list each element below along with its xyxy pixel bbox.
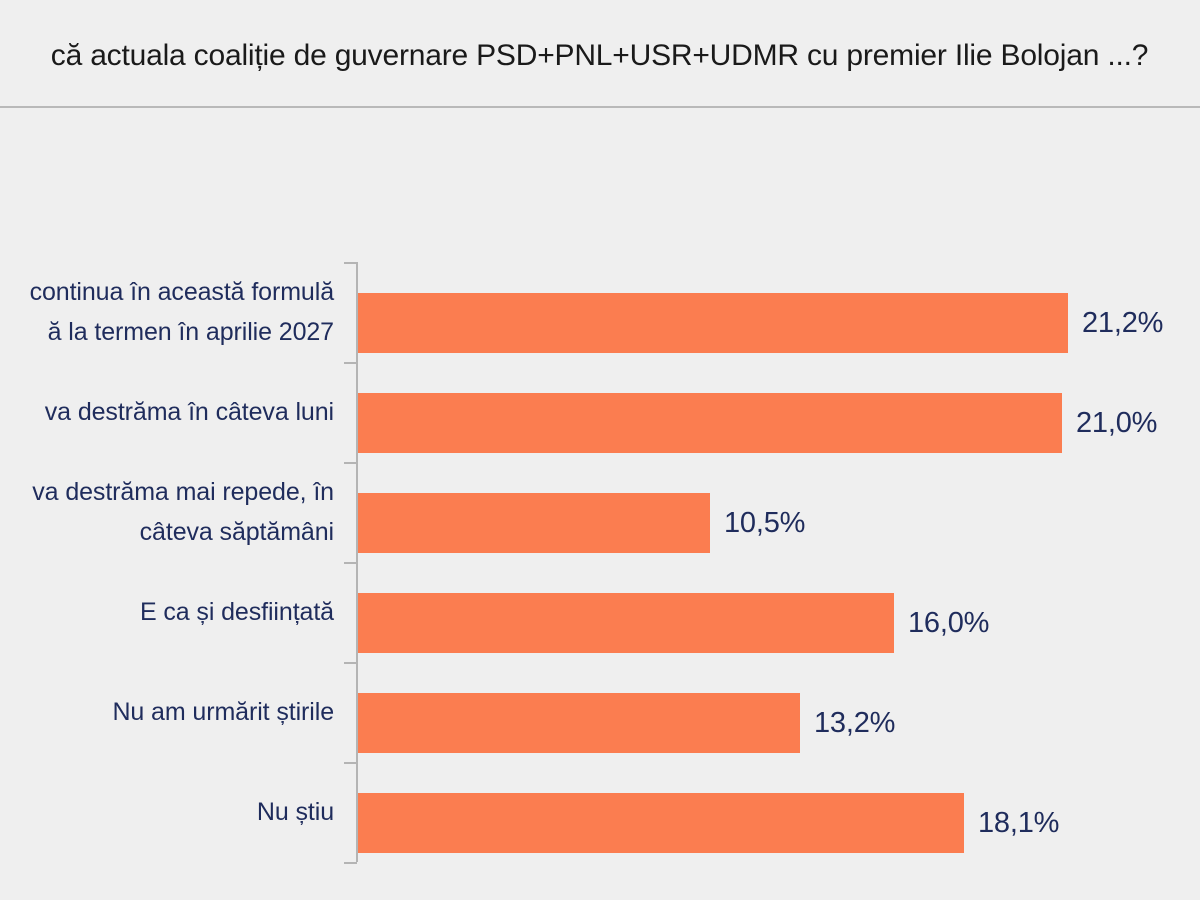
- category-label: va destrăma în câteva luni: [44, 398, 334, 426]
- table-row: Nu știu 18,1%: [0, 762, 1200, 862]
- axis-tick: [344, 762, 357, 764]
- category-label: va destrăma mai repede, în câteva săptăm…: [32, 478, 334, 546]
- chart-header: că actuala coaliție de guvernare PSD+PNL…: [0, 0, 1200, 108]
- bar-value-label: 13,2%: [814, 706, 896, 739]
- bar-value-label: 10,5%: [724, 506, 806, 539]
- table-row: continua în această formulă ă la termen …: [0, 262, 1200, 362]
- category-label: Nu am urmărit știrile: [112, 698, 334, 726]
- table-row: Nu am urmărit știrile 13,2%: [0, 662, 1200, 762]
- category-axis-line: [356, 262, 358, 862]
- axis-tick: [344, 562, 357, 564]
- bar-value-label: 16,0%: [908, 606, 990, 639]
- axis-tick: [344, 862, 357, 864]
- axis-tick: [344, 462, 357, 464]
- bar-segment[interactable]: [358, 693, 800, 753]
- bar-segment[interactable]: [358, 393, 1062, 453]
- table-row: E ca și desființată 16,0%: [0, 562, 1200, 662]
- bar-segment[interactable]: [358, 293, 1068, 353]
- table-row: va destrăma în câteva luni 21,0%: [0, 362, 1200, 462]
- bar-segment[interactable]: [358, 793, 964, 853]
- bar-segment[interactable]: [358, 493, 710, 553]
- category-label: continua în această formulă ă la termen …: [29, 278, 335, 346]
- axis-tick: [344, 362, 357, 364]
- page-title: că actuala coaliție de guvernare PSD+PNL…: [50, 39, 1149, 72]
- category-label: Nu știu: [256, 798, 334, 826]
- bar-value-label: 18,1%: [978, 806, 1060, 839]
- bar-series-group: continua în această formulă ă la termen …: [0, 262, 1200, 864]
- bar-segment[interactable]: [358, 593, 894, 653]
- axis-tick: [344, 662, 357, 664]
- chart-plot-area: continua în această formulă ă la termen …: [0, 108, 1200, 900]
- axis-tick: [344, 262, 357, 264]
- bar-value-label: 21,2%: [1082, 306, 1164, 339]
- category-label: E ca și desființată: [139, 598, 334, 626]
- table-row: va destrăma mai repede, în câteva săptăm…: [0, 462, 1200, 562]
- bar-value-label: 21,0%: [1076, 406, 1158, 439]
